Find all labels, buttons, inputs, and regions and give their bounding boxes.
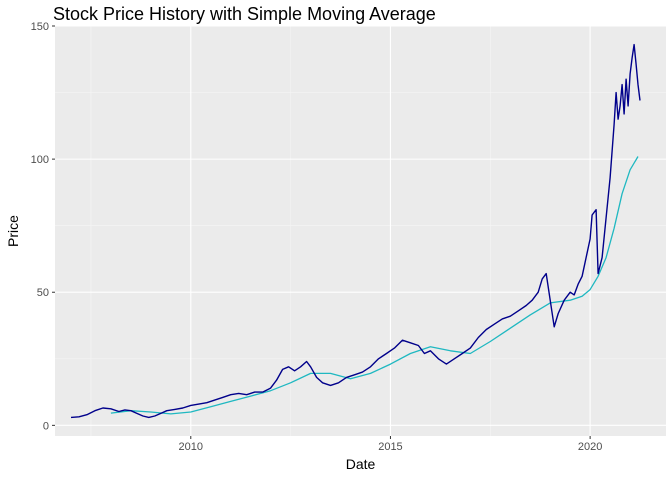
x-tick-label: 2015 — [378, 441, 402, 453]
chart-title: Stock Price History with Simple Moving A… — [53, 4, 436, 24]
y-tick-label: 100 — [31, 154, 49, 166]
y-axis-title: Price — [5, 215, 21, 247]
grid-minor — [55, 26, 666, 436]
x-tick-label: 2020 — [578, 441, 602, 453]
y-axis: 0 50 100 150 — [31, 21, 55, 432]
x-axis: 2010 2015 2020 — [179, 436, 602, 453]
x-axis-title: Date — [346, 456, 376, 472]
series-line-price — [70, 43, 641, 419]
y-tick-label: 50 — [37, 287, 49, 299]
x-tick-label: 2010 — [179, 441, 203, 453]
series-layer — [70, 43, 641, 419]
y-tick-label: 0 — [43, 420, 49, 432]
plot-panel — [55, 26, 666, 436]
series-line-moving-average — [110, 156, 639, 415]
y-tick-label: 150 — [31, 21, 49, 33]
